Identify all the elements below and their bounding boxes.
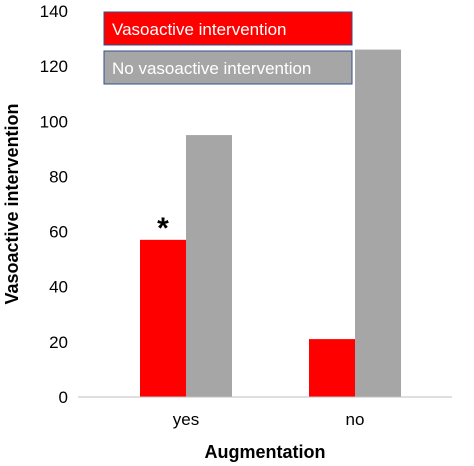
- x-tick-label: no: [346, 410, 365, 429]
- legend-swatch: [103, 50, 353, 85]
- y-axis-ticks: 0 20 40 60 80 100 120 140: [40, 2, 68, 407]
- y-tick-label: 140: [40, 2, 68, 21]
- bar-no-series-1: [355, 49, 401, 397]
- annotations: *: [157, 212, 169, 245]
- bar-yes-series-1: [186, 135, 232, 398]
- y-tick-label: 100: [40, 112, 68, 131]
- significance-marker: *: [157, 212, 169, 245]
- x-axis-ticks: yes no: [173, 410, 365, 429]
- bars: [78, 49, 452, 398]
- y-axis-title: Vasoactive intervention: [2, 103, 22, 304]
- legend-label: Vasoactive intervention: [112, 20, 287, 39]
- y-tick-label: 20: [49, 333, 68, 352]
- legend-swatch: [103, 11, 353, 46]
- legend: Vasoactive intervention No vasoactive int…: [103, 11, 353, 85]
- y-tick-label: 120: [40, 57, 68, 76]
- y-tick-label: 80: [49, 167, 68, 186]
- y-tick-label: 60: [49, 223, 68, 242]
- legend-label: No vasoactive intervention: [112, 59, 311, 78]
- y-tick-label: 40: [49, 278, 68, 297]
- x-tick-label: yes: [173, 410, 199, 429]
- x-axis-title: Augmentation: [205, 442, 326, 462]
- bar-yes-series-0: [140, 239, 186, 397]
- bar-no-series-0: [309, 339, 355, 397]
- y-tick-label: 0: [59, 388, 68, 407]
